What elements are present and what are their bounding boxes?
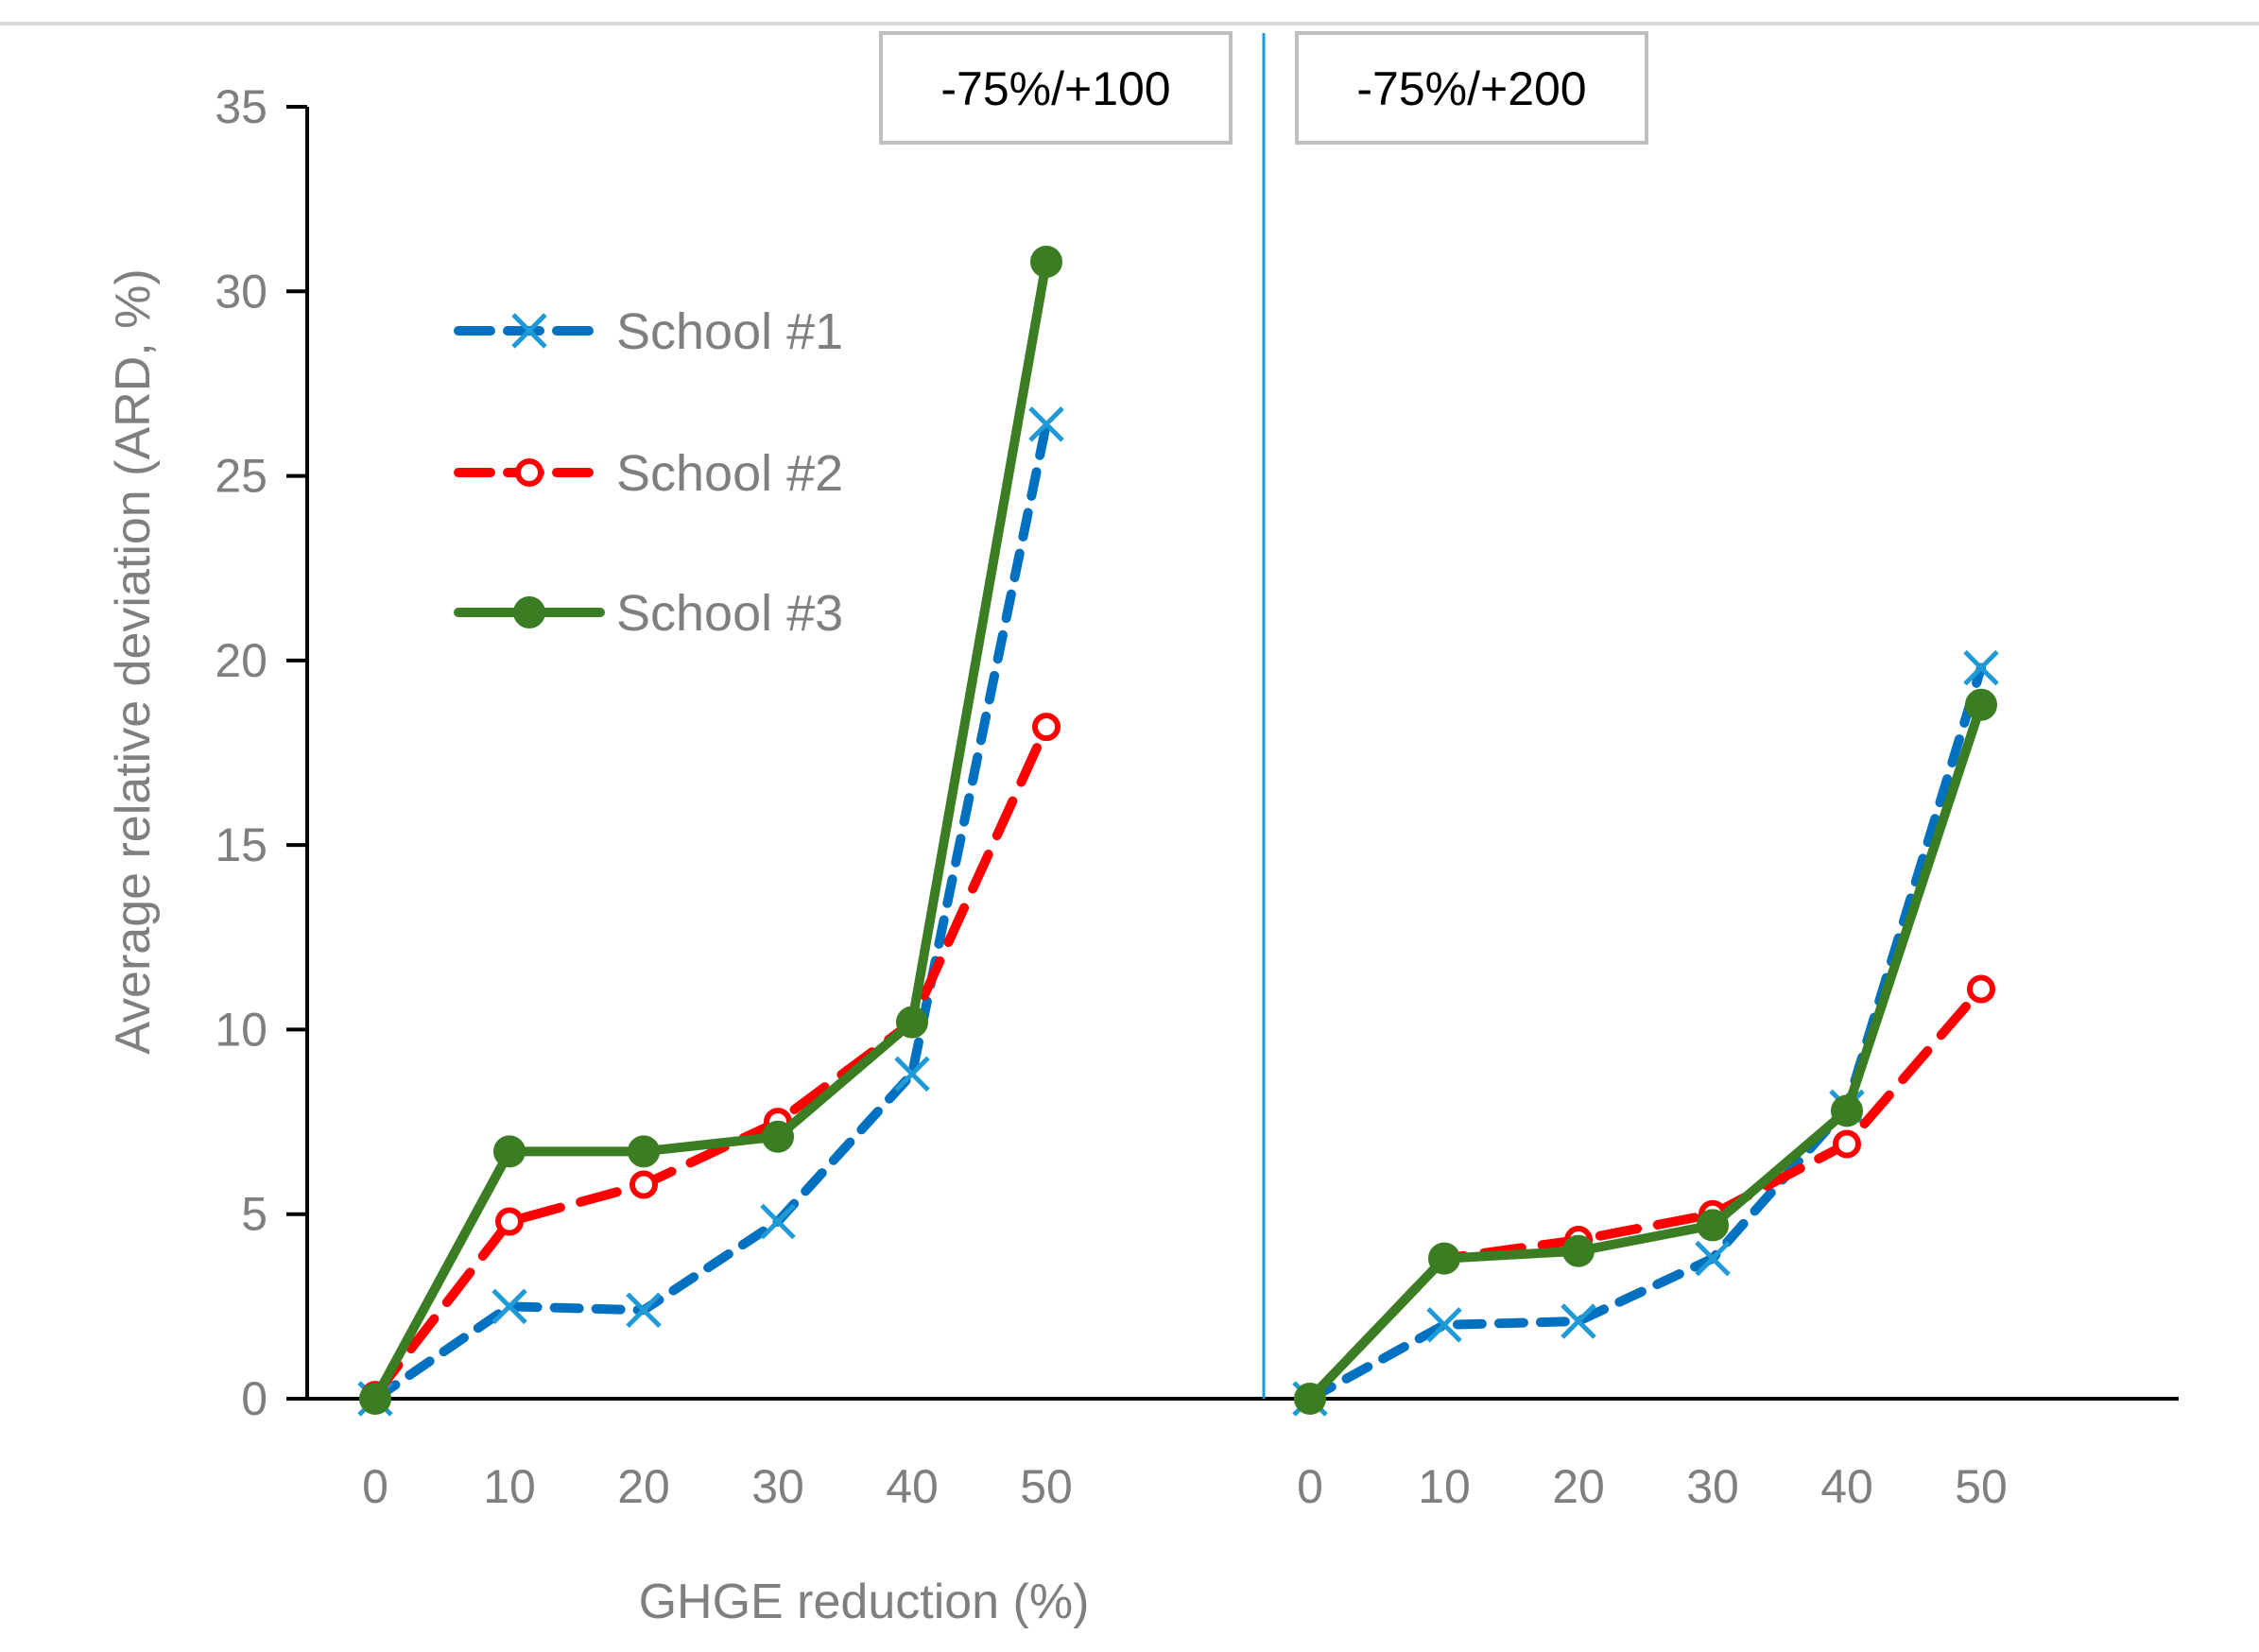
data-point xyxy=(1831,1094,1863,1127)
series-3-panel-2 xyxy=(1294,688,1997,1415)
data-point xyxy=(1428,1242,1460,1275)
data-point xyxy=(894,1056,930,1093)
y-tick-label: 20 xyxy=(215,634,267,687)
series-line xyxy=(371,722,1051,1401)
data-point xyxy=(1695,1240,1731,1277)
y-tick-label: 5 xyxy=(241,1188,267,1241)
x-tick-label: 50 xyxy=(1955,1460,2008,1513)
data-point xyxy=(493,1135,526,1168)
panel-label: -75%/+100 xyxy=(940,62,1170,115)
panel-label: -75%/+200 xyxy=(1356,62,1586,115)
y-tick-label: 0 xyxy=(241,1372,267,1425)
data-point xyxy=(762,1120,794,1153)
x-tick-label: 0 xyxy=(362,1460,388,1513)
x-tick-label: 20 xyxy=(1552,1460,1605,1513)
data-point xyxy=(628,1135,660,1168)
data-point xyxy=(1562,1234,1595,1267)
y-tick-label: 30 xyxy=(215,265,267,318)
x-tick-label: 40 xyxy=(886,1460,939,1513)
x-tick-label: 10 xyxy=(1418,1460,1471,1513)
series-line xyxy=(371,419,1051,1403)
y-tick-label: 15 xyxy=(215,818,267,871)
data-point xyxy=(626,1292,662,1329)
legend: School #1 School #2 School #3 xyxy=(454,303,843,642)
legend-item: School #1 xyxy=(454,303,843,360)
data-point xyxy=(1967,974,1995,1004)
data-point xyxy=(760,1203,796,1240)
data-point xyxy=(896,1006,928,1039)
data-point xyxy=(359,1383,391,1415)
legend-item: School #3 xyxy=(454,585,843,642)
x-tick-label: 30 xyxy=(751,1460,804,1513)
y-tick-label: 35 xyxy=(215,80,267,133)
y-tick-label: 10 xyxy=(215,1003,267,1056)
data-point xyxy=(1561,1303,1596,1339)
series-3-panel-1 xyxy=(359,246,1062,1415)
legend-label: School #1 xyxy=(616,303,843,360)
data-point xyxy=(495,1207,524,1236)
x-tick-label: 20 xyxy=(617,1460,670,1513)
series-layer xyxy=(357,246,1999,1417)
data-point xyxy=(513,596,545,628)
legend-item: School #2 xyxy=(454,445,843,502)
x-axis-title: GHGE reduction (%) xyxy=(639,1575,1090,1629)
x-tick-label: 50 xyxy=(1020,1460,1073,1513)
series-line xyxy=(371,257,1051,1403)
data-point xyxy=(1426,1307,1462,1343)
x-tick-label: 40 xyxy=(1820,1460,1873,1513)
series-line xyxy=(1305,984,1986,1403)
x-tick-label: 30 xyxy=(1686,1460,1739,1513)
y-tick-label: 25 xyxy=(215,450,267,503)
x-tick-label: 0 xyxy=(1297,1460,1323,1513)
data-point xyxy=(629,1170,658,1199)
legend-label: School #2 xyxy=(616,445,843,502)
panel-labels: -75%/+100 -75%/+200 xyxy=(879,31,1648,145)
series-1-panel-1 xyxy=(357,406,1064,1417)
data-point xyxy=(1965,688,1997,721)
panel-label-box xyxy=(1295,31,1648,145)
axes: 0 5 10 15 20 25 30 35 0 10 20 30 40 50 0 10 20 30 40 50 xyxy=(215,33,2179,1513)
data-point xyxy=(1028,406,1064,442)
series-line xyxy=(1305,699,1986,1403)
y-axis-title: Average relative deviation (ARD, %) xyxy=(106,268,161,1054)
data-point xyxy=(1697,1209,1729,1242)
data-point xyxy=(511,313,547,349)
series-2-panel-1 xyxy=(361,713,1061,1410)
data-point xyxy=(1294,1383,1326,1415)
x-tick-label: 10 xyxy=(483,1460,536,1513)
data-point xyxy=(1032,713,1061,742)
data-point xyxy=(1963,649,1999,686)
data-point xyxy=(1030,246,1062,279)
data-point xyxy=(1833,1129,1861,1159)
legend-label: School #3 xyxy=(616,585,843,642)
panel-label-box xyxy=(879,31,1233,145)
data-point xyxy=(515,458,543,487)
data-point xyxy=(491,1288,527,1325)
